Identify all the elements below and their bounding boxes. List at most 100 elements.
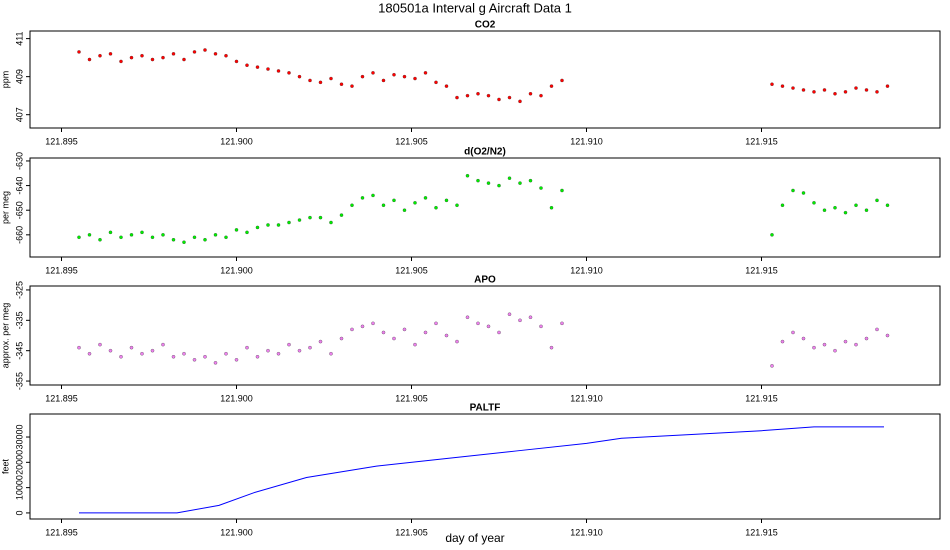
- data-point: [413, 342, 417, 347]
- data-point: [423, 71, 428, 75]
- data-point: [329, 76, 333, 81]
- data-point: [833, 205, 837, 210]
- x-tick-label: 121.900: [220, 527, 253, 537]
- data-point: [318, 339, 323, 344]
- data-point: [560, 188, 564, 193]
- data-point: [371, 193, 375, 198]
- data-point: [843, 210, 848, 215]
- data-point: [339, 82, 344, 87]
- data-point: [465, 173, 470, 178]
- y-tick-label: -660: [14, 226, 24, 244]
- data-point: [539, 186, 543, 190]
- data-point: [497, 97, 501, 102]
- data-point: [297, 74, 302, 79]
- data-point: [87, 57, 92, 62]
- data-point: [434, 205, 438, 210]
- data-point: [518, 99, 522, 104]
- y-tick-label: 407: [14, 107, 24, 122]
- data-point: [507, 312, 512, 316]
- data-point: [402, 74, 407, 79]
- x-tick-label: 121.895: [45, 136, 78, 146]
- data-point: [381, 203, 386, 208]
- data-point: [549, 84, 554, 88]
- data-point: [528, 315, 533, 320]
- data-point: [486, 93, 491, 98]
- panel-title: PALTF: [470, 403, 501, 414]
- data-point: [560, 78, 564, 83]
- data-point: [329, 351, 333, 356]
- data-point: [98, 238, 102, 242]
- data-point: [854, 203, 858, 208]
- data-point: [255, 355, 260, 359]
- y-axis-label: approx. per meg: [0, 303, 10, 369]
- data-point: [318, 215, 323, 220]
- x-tick-label: 121.910: [570, 265, 603, 275]
- data-point: [518, 318, 522, 323]
- y-tick-label: -355: [14, 372, 24, 390]
- data-point: [885, 333, 890, 338]
- data-point: [455, 339, 459, 344]
- data-point: [77, 50, 81, 54]
- data-point: [444, 333, 449, 338]
- data-point: [402, 208, 407, 212]
- data-point: [434, 80, 438, 85]
- x-tick-label: 121.915: [745, 527, 778, 537]
- data-point: [392, 198, 396, 203]
- y-tick-label: 20000: [14, 450, 24, 475]
- data-point: [192, 235, 197, 240]
- data-point: [801, 336, 806, 341]
- data-point: [780, 84, 785, 88]
- data-point: [224, 235, 228, 240]
- y-tick-label: -325: [14, 281, 24, 299]
- data-point: [360, 324, 365, 329]
- data-point: [833, 92, 837, 96]
- data-point: [549, 205, 554, 210]
- data-line: [79, 426, 884, 514]
- x-tick-label: 121.905: [395, 527, 428, 537]
- y-tick-label: -630: [14, 152, 24, 170]
- x-tick-label: 121.905: [395, 265, 428, 275]
- y-tick-label: -345: [14, 342, 24, 360]
- data-point: [213, 52, 218, 56]
- data-point: [812, 201, 816, 205]
- data-point: [161, 55, 165, 60]
- data-point: [854, 342, 858, 347]
- data-point: [339, 336, 344, 341]
- data-point: [822, 88, 827, 92]
- data-point: [266, 223, 270, 227]
- data-point: [119, 59, 123, 64]
- y-axis-label: feet: [0, 458, 10, 474]
- data-point: [455, 203, 459, 208]
- data-point: [140, 351, 144, 356]
- data-point: [276, 223, 281, 227]
- data-point: [161, 342, 165, 347]
- data-point: [476, 178, 480, 183]
- data-point: [203, 355, 207, 359]
- data-point: [360, 74, 365, 79]
- data-point: [812, 90, 816, 94]
- data-point: [560, 321, 564, 326]
- panel-title: APO: [474, 275, 496, 286]
- data-point: [770, 233, 774, 237]
- data-point: [287, 342, 291, 347]
- plot-frame: [29, 285, 941, 386]
- x-tick-label: 121.895: [45, 393, 78, 403]
- data-point: [812, 345, 816, 350]
- data-point: [528, 178, 533, 183]
- data-point: [171, 238, 176, 242]
- plot-frame: [29, 30, 941, 129]
- panel-title: CO2: [475, 20, 496, 31]
- data-point: [308, 345, 312, 350]
- data-point: [108, 52, 113, 56]
- data-point: [770, 82, 774, 87]
- y-axis-label: ppm: [0, 71, 10, 89]
- data-point: [255, 225, 260, 230]
- data-point: [245, 345, 249, 350]
- page-title: 180501a Interval g Aircraft Data 1: [378, 0, 572, 15]
- data-point: [791, 86, 795, 90]
- data-point: [371, 321, 375, 326]
- data-point: [413, 76, 417, 81]
- data-point: [497, 183, 501, 188]
- y-tick-label: 10000: [14, 475, 24, 500]
